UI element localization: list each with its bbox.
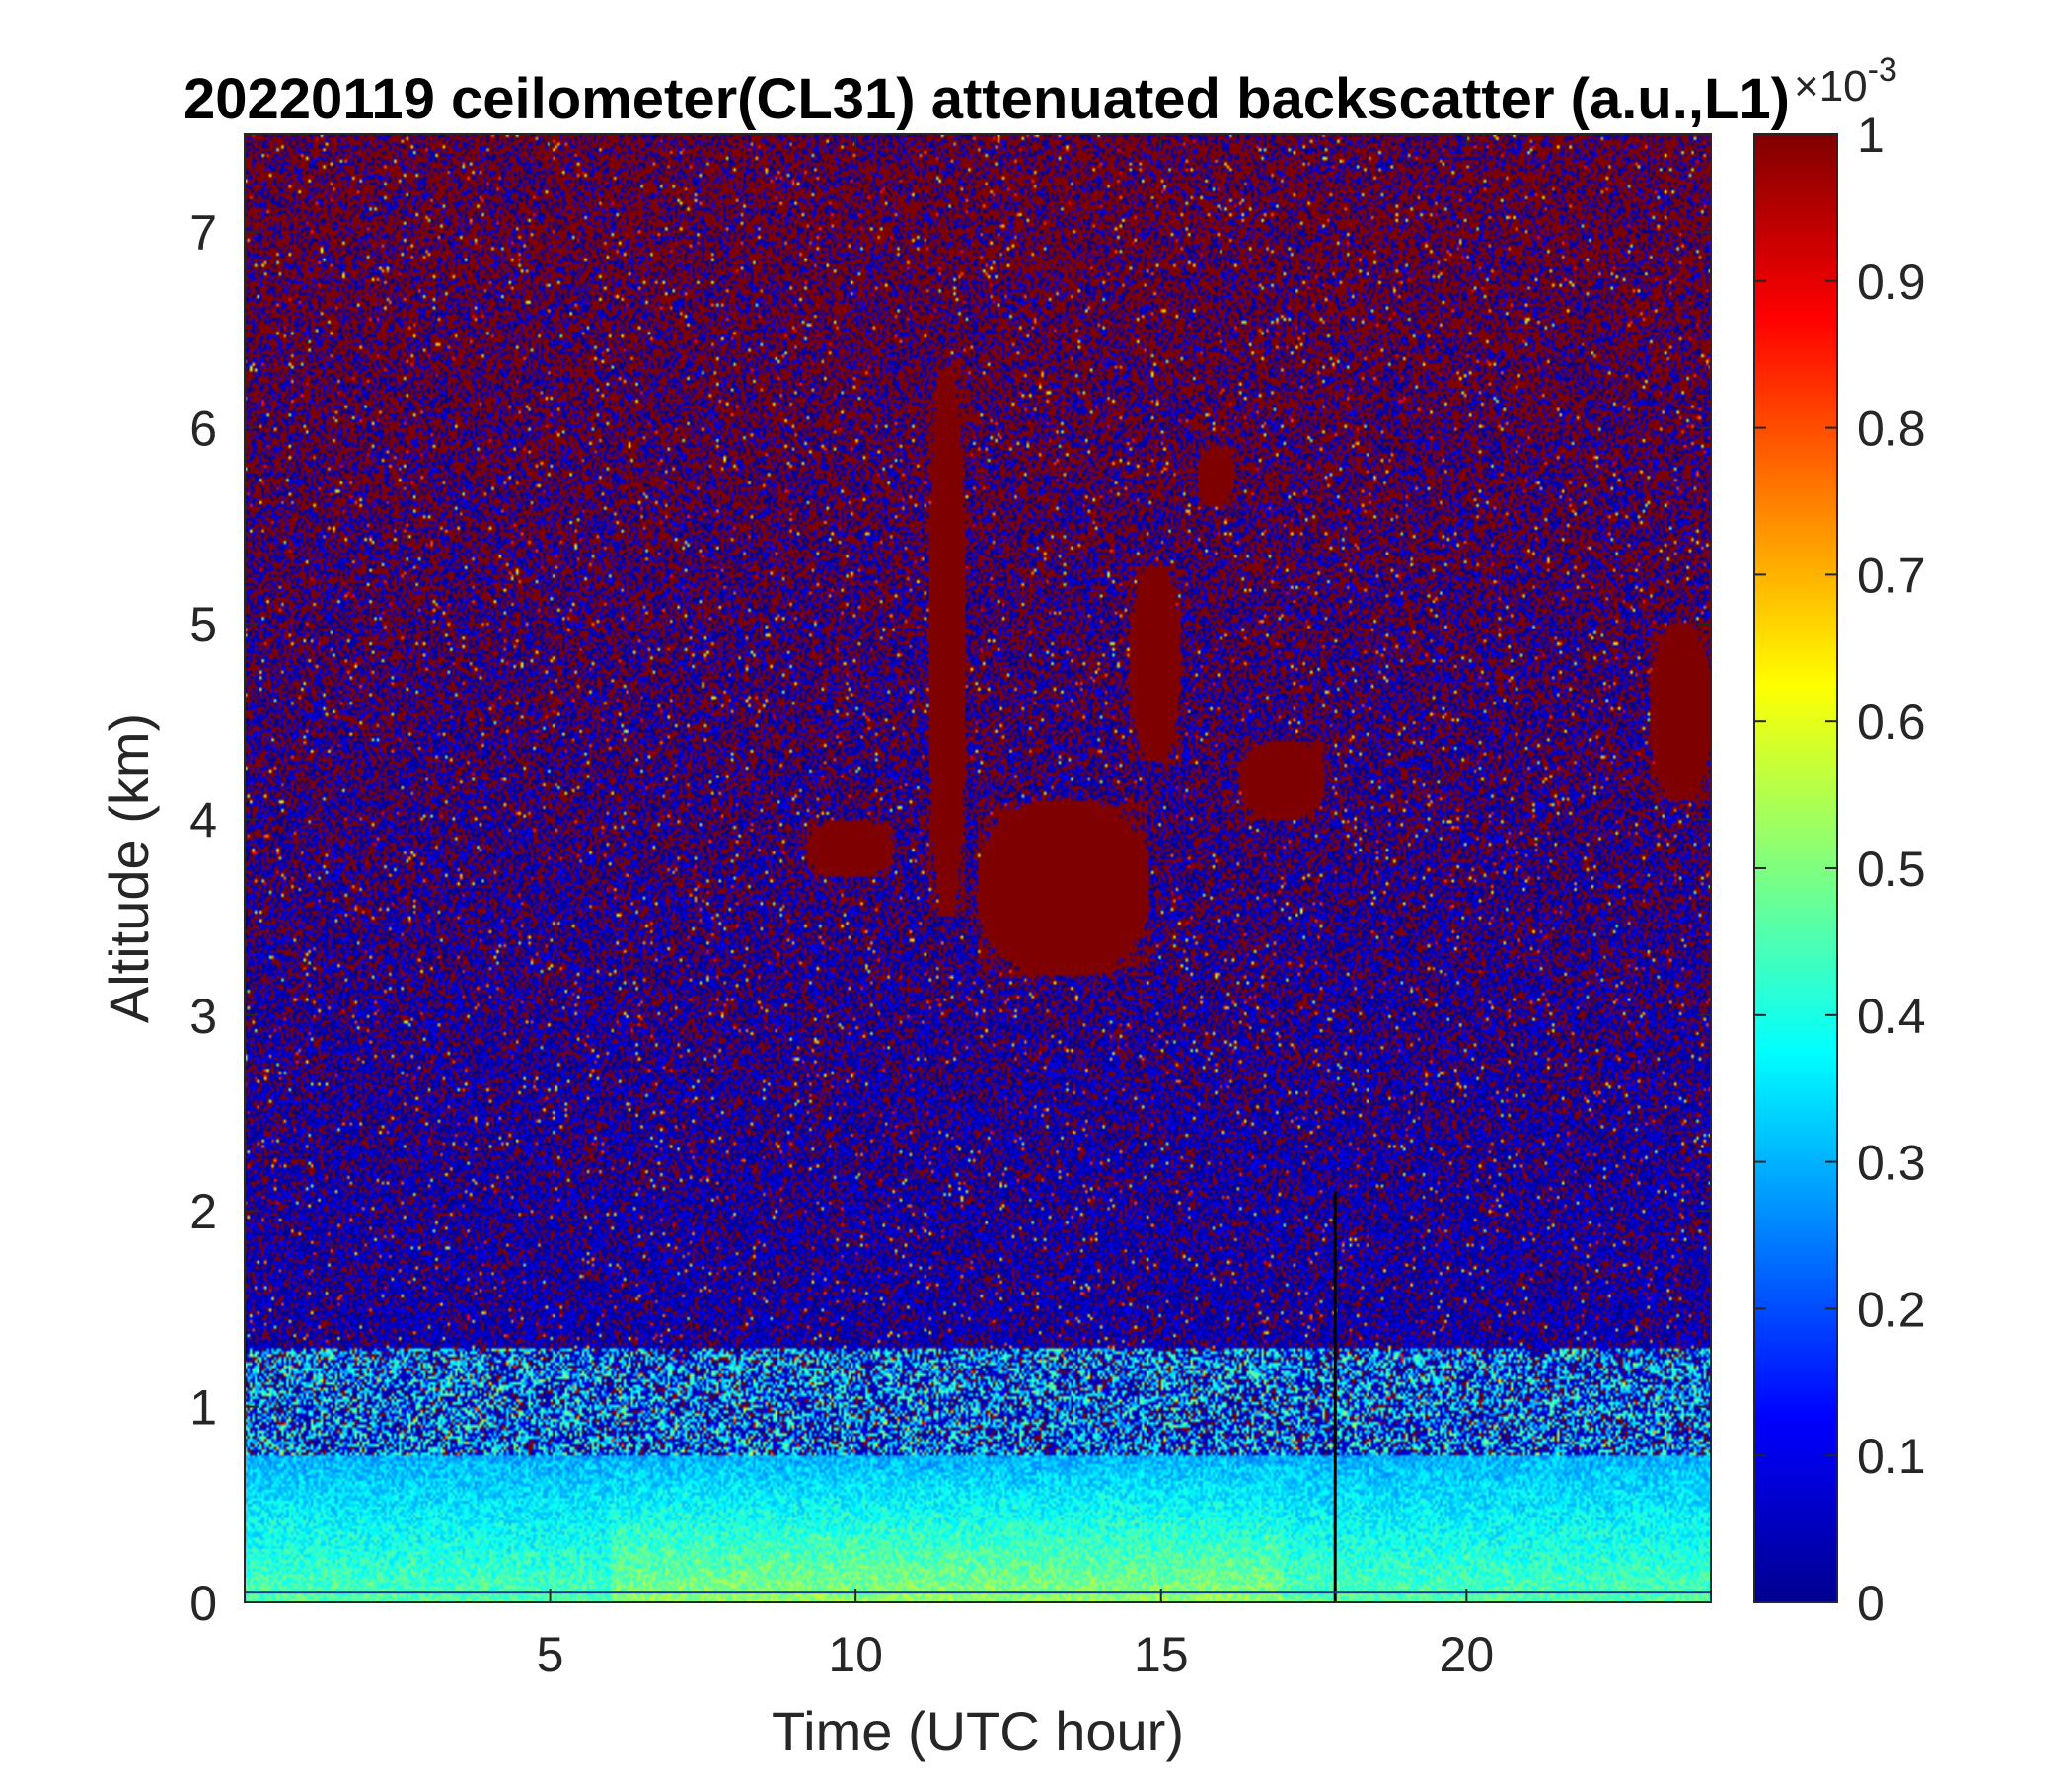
y-tick-label: 7 xyxy=(189,205,217,260)
x-tick-label: 20 xyxy=(1440,1627,1495,1682)
x-tick-label: 10 xyxy=(828,1627,883,1682)
backscatter-heatmap xyxy=(245,134,1711,1602)
y-tick-label: 2 xyxy=(189,1184,217,1239)
y-tick-label: 1 xyxy=(189,1380,217,1436)
y-tick-label: 6 xyxy=(189,402,217,457)
y-tick-label: 5 xyxy=(189,597,217,652)
chart-title: 20220119 ceilometer(CL31) attenuated bac… xyxy=(184,67,1790,131)
x-axis: 5 10 15 20 xyxy=(537,134,1494,1682)
y-axis-label: Altitude (km) xyxy=(98,713,160,1023)
plot-frame xyxy=(244,133,1712,1603)
colorbar-tick-label: 0.3 xyxy=(1857,1136,1926,1191)
colorbar-tick-label: 0.8 xyxy=(1857,402,1926,457)
colorbar-tick-label: 0.4 xyxy=(1857,989,1926,1044)
colorbar: 0 0.1 0.2 0.3 0.4 0.5 0.6 0.7 0.8 0.9 1 ×10-3 xyxy=(1753,51,1926,1631)
colorbar-tick-label: 0.7 xyxy=(1857,548,1926,603)
colorbar-exponent-power: -3 xyxy=(1868,51,1897,89)
y-axis: 0 1 2 3 4 5 6 7 xyxy=(189,205,1711,1631)
y-tick-label: 0 xyxy=(189,1576,217,1631)
x-axis-label: Time (UTC hour) xyxy=(772,1700,1184,1762)
colorbar-tick-label: 0.5 xyxy=(1857,842,1926,897)
colorbar-ticks: 0 0.1 0.2 0.3 0.4 0.5 0.6 0.7 0.8 0.9 1 xyxy=(1754,108,1926,1631)
colorbar-tick-label: 0.2 xyxy=(1857,1282,1926,1337)
plot-area xyxy=(244,133,1712,1603)
colorbar-exponent: ×10-3 xyxy=(1794,51,1897,111)
x-tick-label: 5 xyxy=(537,1627,564,1682)
colorbar-exponent-base: ×10 xyxy=(1794,62,1868,111)
y-tick-label: 3 xyxy=(189,989,217,1044)
colorbar-tick-label: 0.6 xyxy=(1857,695,1926,750)
colorbar-tick-label: 0.1 xyxy=(1857,1429,1926,1484)
colorbar-tick-label: 1 xyxy=(1857,108,1885,163)
colorbar-tick-label: 0.9 xyxy=(1857,255,1926,310)
colorbar-gradient xyxy=(1753,133,1838,1603)
y-tick-label: 4 xyxy=(189,792,217,848)
colorbar-tick-label: 0 xyxy=(1857,1576,1885,1631)
x-tick-label: 15 xyxy=(1134,1627,1189,1682)
